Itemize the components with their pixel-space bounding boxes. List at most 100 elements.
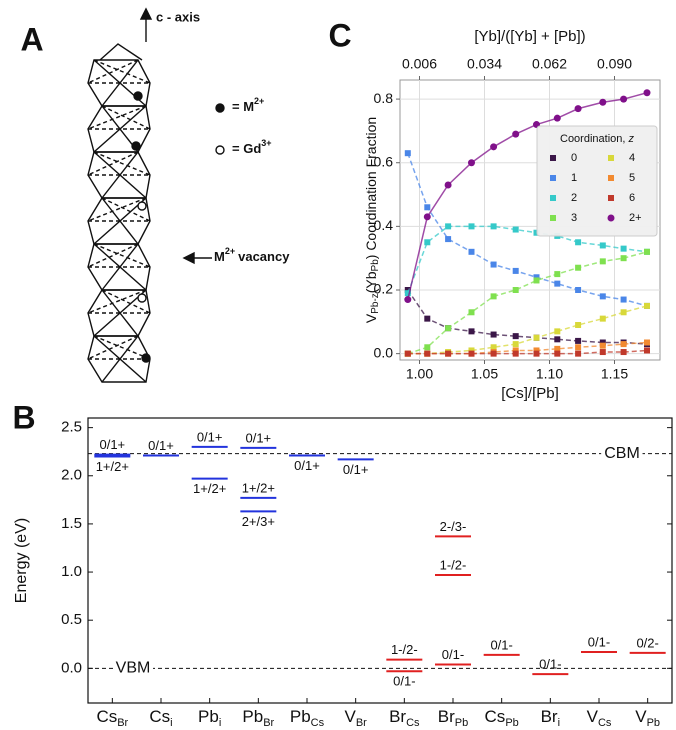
y-label-part: V xyxy=(363,313,379,323)
data-point xyxy=(424,239,431,246)
data-point xyxy=(533,350,540,357)
edge xyxy=(93,243,151,268)
x-tick-label: PbCs xyxy=(290,707,325,728)
category-sub: i xyxy=(170,717,172,729)
data-point xyxy=(468,350,475,357)
y-tick-label: 1.0 xyxy=(61,563,82,580)
panel-label: C xyxy=(328,17,351,53)
open-ion xyxy=(137,201,147,211)
x2-tick-label: 0.006 xyxy=(402,56,437,72)
x-axis-label: [Cs]/[Pb] xyxy=(501,385,559,402)
level-label: 0/1+ xyxy=(294,458,320,473)
category-sub: Br xyxy=(117,717,128,729)
vacancy-suffix: vacancy xyxy=(238,249,290,264)
data-point xyxy=(445,223,452,230)
x-tick-label: BrCs xyxy=(389,707,420,728)
x-tick-label: CsBr xyxy=(96,707,128,728)
legend-marker xyxy=(607,214,615,222)
legend-label: 3 xyxy=(571,212,577,224)
arrow-head xyxy=(182,251,195,265)
x2-axis-label: [Yb]/([Yb] + [Pb]) xyxy=(474,28,585,45)
legend-sup: 2+ xyxy=(254,96,264,106)
level-label: 1+/2+ xyxy=(96,459,129,474)
data-point xyxy=(599,98,607,106)
data-point xyxy=(575,350,582,357)
open-ion xyxy=(137,293,147,303)
data-point xyxy=(424,315,431,322)
category-base: Cs xyxy=(149,707,170,726)
series-line xyxy=(407,251,648,355)
data-point xyxy=(533,347,540,354)
level-label: 0/1+ xyxy=(148,438,174,453)
level-label: 2-/3- xyxy=(440,519,467,534)
level-label: 1+/2+ xyxy=(242,480,275,495)
edge xyxy=(93,335,151,360)
edge xyxy=(87,197,147,222)
category-base: Pb xyxy=(198,707,219,726)
edge xyxy=(87,243,139,268)
data-point xyxy=(620,296,627,303)
legend-label: 6 xyxy=(629,192,635,204)
data-point xyxy=(468,309,475,316)
data-point xyxy=(599,339,606,346)
category-base: V xyxy=(587,707,599,726)
category-sub: Pb xyxy=(505,717,518,729)
data-point xyxy=(620,255,627,262)
level-label: 1-/2- xyxy=(391,642,418,657)
edge xyxy=(101,105,151,130)
data-point xyxy=(575,337,582,344)
data-point xyxy=(575,264,582,271)
y-axis-label: VPb-z(YbPb) Coordination Fraction xyxy=(363,117,381,323)
legend-marker xyxy=(550,175,556,181)
level-label: 2+/3+ xyxy=(242,514,275,529)
data-point xyxy=(554,336,561,343)
category-sub: Cs xyxy=(311,717,325,729)
level-label: 0/1- xyxy=(490,637,512,652)
plot-area xyxy=(87,417,673,704)
level-label: 0/1+ xyxy=(99,437,125,452)
x-tick-label: BrPb xyxy=(438,707,468,728)
level-label: 1+/2+ xyxy=(193,481,226,496)
data-point xyxy=(575,322,582,328)
x-tick-label: CsPb xyxy=(485,707,519,728)
data-point xyxy=(490,344,497,351)
data-point xyxy=(599,349,606,356)
legend-symbol xyxy=(215,103,225,113)
edge xyxy=(101,197,151,222)
level-label: 0/2- xyxy=(636,635,658,650)
y-label-part: Pb xyxy=(370,259,381,272)
level-label: 0/1- xyxy=(442,647,464,662)
edge xyxy=(87,59,139,84)
edge xyxy=(87,105,147,130)
data-point xyxy=(554,271,561,278)
series-line xyxy=(407,349,648,355)
level-label: 0/1+ xyxy=(343,462,369,477)
data-point xyxy=(404,350,411,357)
data-point xyxy=(512,287,519,293)
legend-title-part: Coordination, xyxy=(560,133,629,145)
x-tick-label: 1.10 xyxy=(536,366,563,382)
data-point xyxy=(424,350,431,357)
level-label: 1-/2- xyxy=(440,557,467,572)
category-sub: i xyxy=(558,717,560,729)
edge xyxy=(87,335,139,360)
data-point xyxy=(490,143,498,151)
data-point xyxy=(553,114,561,122)
legend-sup: 3+ xyxy=(261,138,271,148)
data-point xyxy=(554,280,561,287)
series-line xyxy=(407,305,648,355)
legend-label: 1 xyxy=(571,172,577,184)
data-point xyxy=(512,130,520,138)
data-point xyxy=(644,302,650,309)
data-point xyxy=(644,248,650,255)
legend-marker xyxy=(550,195,556,201)
edge xyxy=(101,289,151,314)
x2-tick-label: 0.034 xyxy=(467,56,502,72)
legend-marker xyxy=(608,155,614,161)
data-point xyxy=(445,236,452,243)
x-tick-label: 1.00 xyxy=(406,366,433,382)
x-tick-label: Pbi xyxy=(198,707,221,728)
category-base: Br xyxy=(541,707,558,726)
legend-marker xyxy=(608,175,614,181)
